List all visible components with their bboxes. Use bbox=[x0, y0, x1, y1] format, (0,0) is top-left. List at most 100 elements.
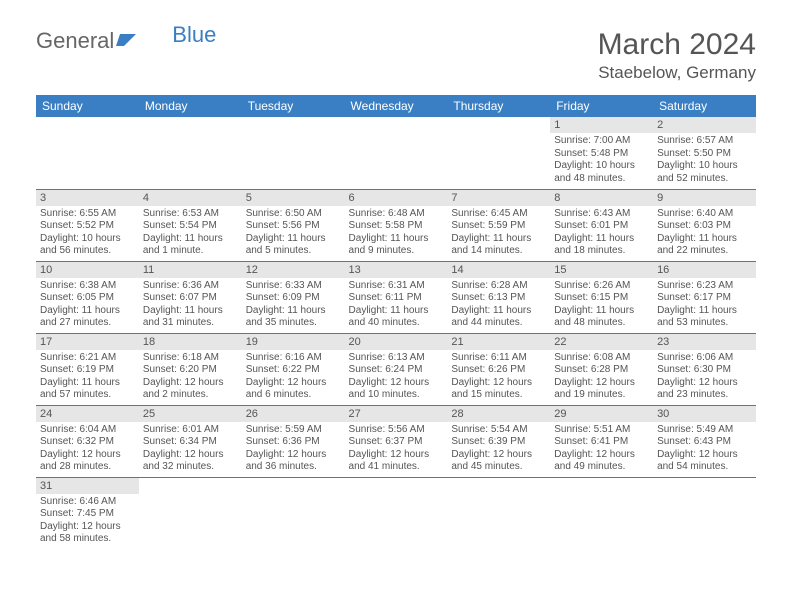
day-number: 14 bbox=[447, 262, 550, 278]
day-detail-line: Sunset: 6:34 PM bbox=[143, 436, 238, 449]
day-number bbox=[139, 478, 242, 494]
day-detail-line: Sunset: 6:19 PM bbox=[40, 364, 135, 377]
day-detail-line: Sunrise: 6:23 AM bbox=[657, 280, 752, 293]
day-detail-line: Daylight: 10 hours bbox=[554, 160, 649, 173]
day-number: 16 bbox=[653, 262, 756, 278]
day-number: 13 bbox=[345, 262, 448, 278]
day-number: 25 bbox=[139, 406, 242, 422]
day-details: Sunrise: 6:46 AMSunset: 7:45 PMDaylight:… bbox=[36, 494, 139, 546]
weekday-friday: Friday bbox=[550, 95, 653, 117]
day-detail-line: Sunrise: 6:50 AM bbox=[246, 208, 341, 221]
calendar-cell: 18Sunrise: 6:18 AMSunset: 6:20 PMDayligh… bbox=[139, 333, 242, 405]
day-detail-line: Sunrise: 6:08 AM bbox=[554, 352, 649, 365]
day-number bbox=[139, 117, 242, 133]
day-detail-line: Sunset: 6:17 PM bbox=[657, 292, 752, 305]
calendar-cell: 26Sunrise: 5:59 AMSunset: 6:36 PMDayligh… bbox=[242, 405, 345, 477]
day-detail-line: Sunset: 5:48 PM bbox=[554, 148, 649, 161]
calendar-cell: 3Sunrise: 6:55 AMSunset: 5:52 PMDaylight… bbox=[36, 189, 139, 261]
day-number: 1 bbox=[550, 117, 653, 133]
day-detail-line: Sunset: 7:45 PM bbox=[40, 508, 135, 521]
day-detail-line: and 19 minutes. bbox=[554, 389, 649, 402]
day-number bbox=[36, 117, 139, 133]
day-number: 30 bbox=[653, 406, 756, 422]
calendar-cell bbox=[139, 117, 242, 189]
day-number: 2 bbox=[653, 117, 756, 133]
day-detail-line: Daylight: 11 hours bbox=[451, 233, 546, 246]
day-number: 4 bbox=[139, 190, 242, 206]
calendar-cell: 25Sunrise: 6:01 AMSunset: 6:34 PMDayligh… bbox=[139, 405, 242, 477]
day-detail-line: Sunset: 5:59 PM bbox=[451, 220, 546, 233]
day-number bbox=[447, 478, 550, 494]
day-details: Sunrise: 6:31 AMSunset: 6:11 PMDaylight:… bbox=[345, 278, 448, 330]
day-number: 8 bbox=[550, 190, 653, 206]
day-detail-line: Sunset: 6:22 PM bbox=[246, 364, 341, 377]
day-detail-line: and 45 minutes. bbox=[451, 461, 546, 474]
day-number: 20 bbox=[345, 334, 448, 350]
day-number: 7 bbox=[447, 190, 550, 206]
day-detail-line: and 53 minutes. bbox=[657, 317, 752, 330]
day-details bbox=[242, 494, 345, 496]
day-detail-line: Sunrise: 6:26 AM bbox=[554, 280, 649, 293]
day-detail-line: Daylight: 12 hours bbox=[40, 521, 135, 534]
day-detail-line: Sunrise: 6:04 AM bbox=[40, 424, 135, 437]
day-detail-line: Sunrise: 7:00 AM bbox=[554, 135, 649, 148]
calendar-week-row: 31Sunrise: 6:46 AMSunset: 7:45 PMDayligh… bbox=[36, 477, 756, 549]
day-detail-line: and 22 minutes. bbox=[657, 245, 752, 258]
day-number: 21 bbox=[447, 334, 550, 350]
day-number: 23 bbox=[653, 334, 756, 350]
day-detail-line: and 18 minutes. bbox=[554, 245, 649, 258]
day-detail-line: and 49 minutes. bbox=[554, 461, 649, 474]
day-detail-line: Sunset: 6:15 PM bbox=[554, 292, 649, 305]
day-number: 5 bbox=[242, 190, 345, 206]
day-number: 19 bbox=[242, 334, 345, 350]
day-detail-line: Sunset: 6:09 PM bbox=[246, 292, 341, 305]
calendar-cell bbox=[345, 117, 448, 189]
day-detail-line: Sunrise: 5:59 AM bbox=[246, 424, 341, 437]
calendar-cell: 28Sunrise: 5:54 AMSunset: 6:39 PMDayligh… bbox=[447, 405, 550, 477]
day-detail-line: Sunset: 6:01 PM bbox=[554, 220, 649, 233]
day-detail-line: Daylight: 11 hours bbox=[451, 305, 546, 318]
day-detail-line: Sunset: 6:28 PM bbox=[554, 364, 649, 377]
day-detail-line: and 54 minutes. bbox=[657, 461, 752, 474]
day-details: Sunrise: 5:54 AMSunset: 6:39 PMDaylight:… bbox=[447, 422, 550, 474]
day-detail-line: and 56 minutes. bbox=[40, 245, 135, 258]
day-detail-line: Sunrise: 6:11 AM bbox=[451, 352, 546, 365]
day-detail-line: and 1 minute. bbox=[143, 245, 238, 258]
day-details: Sunrise: 6:16 AMSunset: 6:22 PMDaylight:… bbox=[242, 350, 345, 402]
weekday-thursday: Thursday bbox=[447, 95, 550, 117]
day-detail-line: Sunrise: 6:31 AM bbox=[349, 280, 444, 293]
day-detail-line: Daylight: 10 hours bbox=[657, 160, 752, 173]
calendar-cell: 7Sunrise: 6:45 AMSunset: 5:59 PMDaylight… bbox=[447, 189, 550, 261]
calendar-cell: 13Sunrise: 6:31 AMSunset: 6:11 PMDayligh… bbox=[345, 261, 448, 333]
day-detail-line: Sunrise: 6:53 AM bbox=[143, 208, 238, 221]
weekday-saturday: Saturday bbox=[653, 95, 756, 117]
day-detail-line: Sunrise: 6:18 AM bbox=[143, 352, 238, 365]
day-detail-line: Daylight: 12 hours bbox=[451, 449, 546, 462]
calendar-cell bbox=[653, 477, 756, 549]
calendar-cell: 16Sunrise: 6:23 AMSunset: 6:17 PMDayligh… bbox=[653, 261, 756, 333]
calendar-cell: 22Sunrise: 6:08 AMSunset: 6:28 PMDayligh… bbox=[550, 333, 653, 405]
day-detail-line: Daylight: 12 hours bbox=[143, 449, 238, 462]
day-detail-line: Sunset: 6:26 PM bbox=[451, 364, 546, 377]
day-number bbox=[447, 117, 550, 133]
day-detail-line: Sunset: 6:05 PM bbox=[40, 292, 135, 305]
weekday-header-row: Sunday Monday Tuesday Wednesday Thursday… bbox=[36, 95, 756, 117]
weekday-monday: Monday bbox=[139, 95, 242, 117]
day-detail-line: Daylight: 12 hours bbox=[554, 377, 649, 390]
day-detail-line: Sunset: 6:39 PM bbox=[451, 436, 546, 449]
day-detail-line: and 32 minutes. bbox=[143, 461, 238, 474]
day-details: Sunrise: 6:43 AMSunset: 6:01 PMDaylight:… bbox=[550, 206, 653, 258]
day-number: 26 bbox=[242, 406, 345, 422]
day-details: Sunrise: 6:28 AMSunset: 6:13 PMDaylight:… bbox=[447, 278, 550, 330]
day-detail-line: and 52 minutes. bbox=[657, 173, 752, 186]
calendar-cell: 15Sunrise: 6:26 AMSunset: 6:15 PMDayligh… bbox=[550, 261, 653, 333]
day-detail-line: Daylight: 11 hours bbox=[246, 305, 341, 318]
day-details: Sunrise: 5:49 AMSunset: 6:43 PMDaylight:… bbox=[653, 422, 756, 474]
day-details: Sunrise: 6:50 AMSunset: 5:56 PMDaylight:… bbox=[242, 206, 345, 258]
day-number bbox=[242, 478, 345, 494]
day-details: Sunrise: 6:33 AMSunset: 6:09 PMDaylight:… bbox=[242, 278, 345, 330]
calendar-cell: 5Sunrise: 6:50 AMSunset: 5:56 PMDaylight… bbox=[242, 189, 345, 261]
day-details: Sunrise: 6:11 AMSunset: 6:26 PMDaylight:… bbox=[447, 350, 550, 402]
day-details: Sunrise: 6:08 AMSunset: 6:28 PMDaylight:… bbox=[550, 350, 653, 402]
day-detail-line: Sunrise: 6:48 AM bbox=[349, 208, 444, 221]
